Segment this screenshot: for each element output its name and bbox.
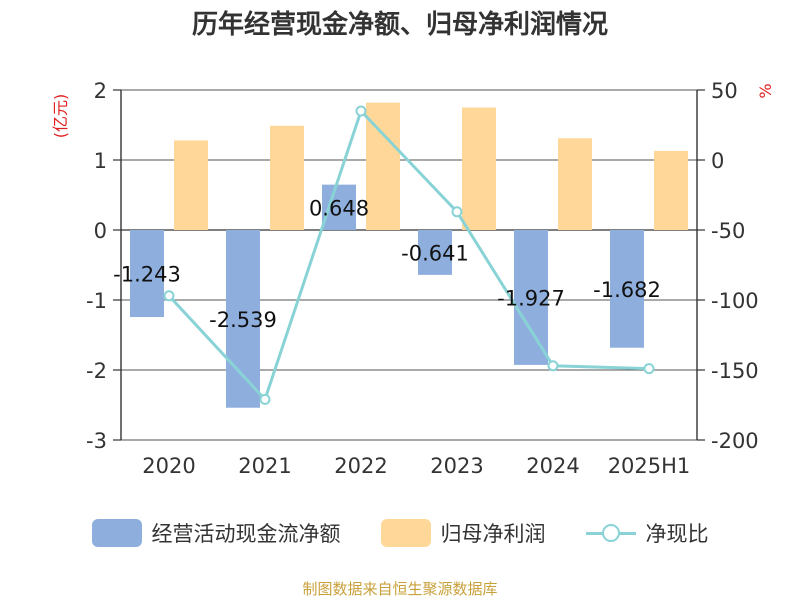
legend-item-ratio[interactable]: 净现比 [585, 518, 709, 548]
bar-profit [174, 140, 208, 230]
right-axis-tick-label: -100 [711, 289, 759, 313]
right-axis-tick-label: -50 [711, 219, 745, 243]
bar-cashflow [130, 230, 164, 318]
left-axis-tick-label: 1 [94, 149, 107, 173]
cashflow-data-label: -2.539 [209, 308, 277, 332]
ratio-point [163, 290, 175, 302]
legend-swatch-ratio [585, 519, 636, 547]
cashflow-data-label: -0.641 [401, 241, 469, 265]
right-axis-tick-label: -150 [711, 359, 759, 383]
legend-item-cashflow[interactable]: 经营活动现金流净额 [91, 518, 341, 548]
x-axis-tick-label: 2020 [142, 454, 195, 478]
cashflow-data-label: 0.648 [309, 196, 369, 220]
bar-profit [462, 107, 496, 230]
bar-profit [558, 138, 592, 230]
left-axis-tick-label: 2 [94, 79, 107, 103]
cashflow-data-label: -1.243 [113, 263, 181, 287]
left-axis-tick-label: 0 [94, 219, 107, 243]
bar-cashflow [610, 230, 644, 348]
ratio-line [167, 108, 650, 403]
line-layer [163, 105, 655, 405]
legend-label-profit: 归母净利润 [440, 522, 546, 546]
bar-profit [654, 150, 688, 230]
legend-swatch-cashflow [91, 519, 142, 547]
x-axis-tick-label: 2021 [238, 454, 291, 478]
source-note: 制图数据来自恒生聚源数据库 [302, 580, 498, 598]
legend-item-profit[interactable]: 归母净利润 [380, 518, 546, 548]
left-axis-label: (亿元) [51, 94, 70, 139]
x-axis-tick-label: 2022 [334, 454, 387, 478]
ratio-point [451, 206, 463, 218]
bar-cashflow [514, 230, 548, 365]
legend-label-ratio: 净现比 [645, 522, 709, 546]
right-axis-tick-label: 0 [711, 149, 724, 173]
cashflow-data-label: -1.682 [593, 278, 661, 302]
chart-title: 历年经营现金净额、归母净利润情况 [192, 9, 608, 40]
bar-profit [270, 125, 304, 230]
grid-layer [121, 89, 697, 441]
right-axis-label: % [756, 83, 775, 98]
left-axis-tick-label: -3 [86, 429, 107, 453]
axis-layer: 2 1 0 -1 -2 -3 50 0 -50 -100 -150 -200 2020 2021 2022 2… [86, 79, 759, 478]
right-axis-tick-label: 50 [711, 79, 738, 103]
cashflow-data-label: -1.927 [497, 286, 565, 310]
legend-label-cashflow: 经营活动现金流净额 [151, 522, 341, 546]
left-axis-tick-label: -2 [86, 359, 107, 383]
left-axis-tick-label: -1 [86, 289, 107, 313]
bar-cashflow [418, 230, 452, 275]
bar-cashflow [226, 230, 260, 408]
legend-swatch-profit [380, 519, 431, 547]
x-axis-tick-label: 2023 [430, 454, 483, 478]
ratio-point [643, 363, 655, 375]
ratio-point [355, 105, 367, 117]
right-axis-tick-label: -200 [711, 429, 759, 453]
x-axis-tick-label: 2025H1 [608, 454, 691, 478]
data-label-layer: -1.243 -2.539 0.648 -0.641 -1.927 -1.682 [113, 196, 661, 332]
x-axis-tick-label: 2024 [526, 454, 579, 478]
ratio-point [547, 360, 559, 372]
legend: 经营活动现金流净额 归母净利润 净现比 [0, 518, 800, 548]
ratio-point [259, 393, 271, 405]
legend-swatch-ratio-marker [601, 524, 620, 542]
